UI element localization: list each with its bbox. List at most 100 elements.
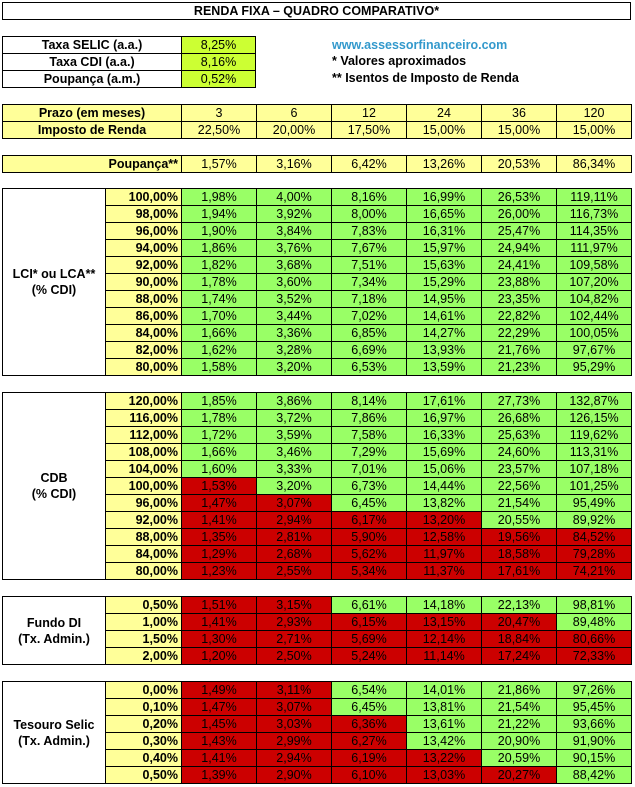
group-label-line1: CDB [40,471,68,485]
note-approx: * Valores aproximados [332,54,467,68]
value-cell: 74,21% [556,562,632,580]
value-cell: 1,47% [181,494,257,512]
value-cell: 1,86% [181,239,257,257]
value-cell: 3,03% [256,715,332,733]
row-percent: 88,00% [105,290,182,308]
page-title: RENDA FIXA – QUADRO COMPARATIVO* [2,2,631,20]
value-cell: 17,61% [481,562,557,580]
value-cell: 26,00% [481,205,557,223]
value-cell: 14,18% [406,596,482,614]
row-percent: 92,00% [105,256,182,274]
poupanca-value: 20,53% [481,155,557,173]
value-cell: 20,90% [481,732,557,750]
group-label-line2: (Tx. Admin.) [18,631,90,646]
row-percent: 120,00% [105,392,182,410]
value-cell: 24,60% [481,443,557,461]
value-cell: 12,58% [406,528,482,546]
value-cell: 109,58% [556,256,632,274]
value-cell: 3,46% [256,443,332,461]
ir-row: Imposto de Renda 22,50% 20,00% 17,50% 15… [2,121,632,139]
row-percent: 96,00% [105,222,182,240]
value-cell: 3,28% [256,341,332,359]
poupanca-value: 3,16% [256,155,332,173]
value-cell: 2,93% [256,613,332,631]
row-percent: 0,40% [105,749,182,767]
row-percent: 100,00% [105,188,182,206]
value-cell: 13,93% [406,341,482,359]
prazo-value: 24 [406,104,482,122]
value-cell: 89,92% [556,511,632,529]
value-cell: 16,99% [406,188,482,206]
value-cell: 113,31% [556,443,632,461]
value-cell: 6,45% [331,698,407,716]
group-table-cdb: CDB (% CDI) 120,00% 1,85% 3,86% 8,14% 17,61% 27… [2,392,632,580]
value-cell: 14,01% [406,681,482,699]
value-cell: 3,72% [256,409,332,427]
note-tax-exempt: ** Isentos de Imposto de Renda [332,71,519,85]
value-cell: 8,14% [331,392,407,410]
value-cell: 98,81% [556,596,632,614]
value-cell: 1,78% [181,409,257,427]
rates-table: Taxa SELIC (a.a.) 8,25% Taxa CDI (a.a.) … [2,36,256,88]
prazo-value: 12 [331,104,407,122]
table-row: Tesouro Selic (Tx. Admin.) 0,00% 1,49% 3,11%… [2,681,632,784]
value-cell: 25,47% [481,222,557,240]
value-cell: 23,88% [481,273,557,291]
value-cell: 100,05% [556,324,632,342]
value-cell: 5,62% [331,545,407,563]
value-cell: 8,00% [331,205,407,223]
poupanca-value: 86,34% [556,155,632,173]
value-cell: 1,51% [181,596,257,614]
value-cell: 72,33% [556,647,632,665]
table-row: 1,50% 1,30% 2,71% 5,69% 12,14% 18,84% 80,66% [3,630,632,648]
table-row: 92,00% 1,41% 2,94% 6,17% 13,20% 20,55% 89,92% [3,511,632,529]
value-cell: 7,58% [331,426,407,444]
group-label-line2: (% CDI) [31,487,77,501]
value-cell: 101,25% [556,477,632,495]
value-cell: 1,62% [181,341,257,359]
row-percent: 96,00% [105,494,182,512]
value-cell: 95,45% [556,698,632,716]
site-link[interactable]: www.assessorfinanceiro.com [332,38,508,52]
value-cell: 1,66% [181,324,257,342]
table-row: CDB (% CDI) 120,00% 1,85% 3,86% 8,14% 17,61% 27… [2,392,632,580]
value-cell: 15,69% [406,443,482,461]
row-percent: 0,20% [105,715,182,733]
value-cell: 25,63% [481,426,557,444]
value-cell: 1,45% [181,715,257,733]
ir-value: 15,00% [406,121,482,139]
table-row: 0,30% 1,43% 2,99% 6,27% 13,42% 20,90% 91,90% [3,732,632,750]
value-cell: 3,11% [256,681,332,699]
table-row: 80,00% 1,58% 3,20% 6,53% 13,59% 21,23% 95,29% [3,358,632,376]
value-cell: 1,60% [181,460,257,478]
value-cell: 5,34% [331,562,407,580]
value-cell: 14,44% [406,477,482,495]
value-cell: 6,15% [331,613,407,631]
table-row: Fundo DI (Tx. Admin.) 0,50% 1,51% 3,15% 6,61%… [2,596,632,665]
value-cell: 3,68% [256,256,332,274]
value-cell: 17,61% [406,392,482,410]
value-cell: 19,56% [481,528,557,546]
table-row: 88,00% 1,35% 2,81% 5,90% 12,58% 19,56% 84,52% [3,528,632,546]
row-percent: 82,00% [105,341,182,359]
value-cell: 11,97% [406,545,482,563]
value-cell: 22,82% [481,307,557,325]
value-cell: 2,99% [256,732,332,750]
value-cell: 107,20% [556,273,632,291]
value-cell: 18,84% [481,630,557,648]
value-cell: 21,76% [481,341,557,359]
table-row: 104,00% 1,60% 3,33% 7,01% 15,06% 23,57% 107,18… [3,460,632,478]
row-percent: 100,00% [105,477,182,495]
value-cell: 6,85% [331,324,407,342]
value-cell: 1,70% [181,307,257,325]
value-cell: 7,86% [331,409,407,427]
poupanca-row: Poupança** 1,57% 3,16% 6,42% 13,26% 20,5… [2,155,632,173]
value-cell: 1,98% [181,188,257,206]
value-cell: 7,18% [331,290,407,308]
value-cell: 90,15% [556,749,632,767]
table-row: 0,50% 1,39% 2,90% 6,10% 13,03% 20,27% 88,42% [3,766,632,784]
rate-row-poupanca: Poupança (a.m.) 0,52% [2,70,256,88]
value-cell: 3,33% [256,460,332,478]
table-row: 88,00% 1,74% 3,52% 7,18% 14,95% 23,35% 104,82% [3,290,632,308]
row-percent: 0,00% [105,681,182,699]
